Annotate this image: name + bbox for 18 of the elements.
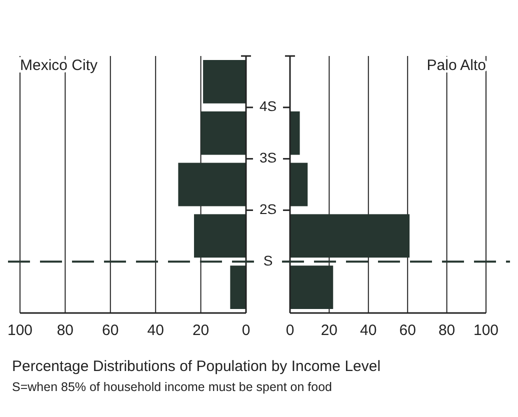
- text: S=when 85% of household income must be spent on food: [12, 380, 332, 394]
- x-tick-label: 20: [192, 322, 210, 339]
- x-tick-label: 60: [399, 322, 416, 339]
- x-tick-label: 100: [7, 322, 33, 339]
- x-tick-label: 20: [320, 322, 338, 339]
- y-tick-label: 4S: [259, 98, 277, 114]
- x-tick-label: 100: [473, 322, 499, 339]
- x-tick-label: 80: [56, 322, 74, 339]
- x-tick-label: 40: [147, 322, 164, 339]
- y-tick-label: S: [263, 252, 273, 268]
- x-tick-label: 60: [102, 322, 119, 339]
- x-tick-label: 0: [242, 322, 250, 339]
- x-tick-label: 40: [360, 322, 377, 339]
- y-tick-label: 2S: [259, 200, 277, 217]
- x-tick-label: 0: [286, 322, 294, 339]
- y-tick-label: 3S: [259, 150, 277, 166]
- x-tick-label: 80: [438, 322, 456, 339]
- text: Percentage Distributions of Population by Income Level: [12, 358, 381, 375]
